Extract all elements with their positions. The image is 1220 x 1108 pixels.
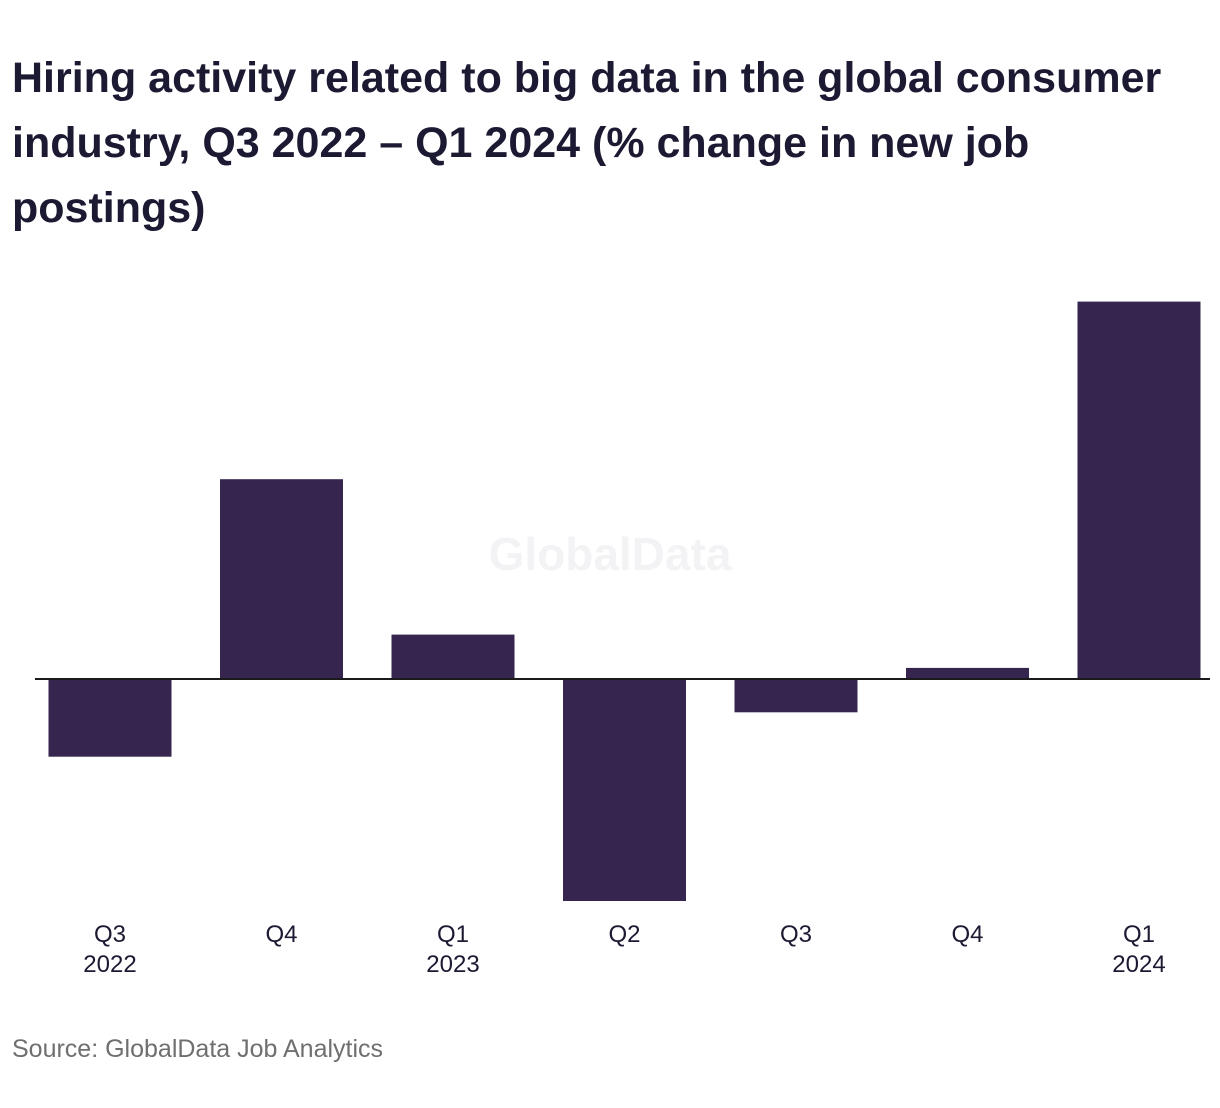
x-tick-label-line: Q3 [780, 921, 812, 948]
x-tick-label-line: 2024 [1112, 951, 1165, 978]
bar-5 [906, 667, 1029, 679]
source-note: Source: GlobalData Job Analytics [12, 1035, 384, 1063]
x-axis-labels: Q3 2022 Q4 Q1 2023 Q2 Q3 Q4 Q1 2024 [83, 921, 1165, 978]
x-tick-label-line: Q1 [1123, 921, 1155, 948]
x-tick-label-line: Q2 [608, 921, 640, 948]
bar-0 [48, 679, 172, 757]
x-tick-label-line: Q4 [951, 921, 983, 948]
x-tick-label-line: 2022 [83, 951, 136, 978]
bar-3 [563, 679, 686, 901]
x-tick-label-6: Q1 2024 [1112, 921, 1165, 978]
x-tick-label-line: 2023 [426, 951, 479, 978]
x-tick-label-3: Q2 [608, 921, 640, 948]
x-tick-label-0: Q3 2022 [83, 921, 136, 978]
x-tick-label-2: Q1 2023 [426, 921, 479, 978]
bar-2 [391, 634, 515, 679]
bar-1 [220, 479, 343, 679]
bar-4 [734, 679, 858, 713]
bars-group [48, 301, 1201, 901]
watermark-text: GlobalData [489, 528, 732, 580]
x-tick-label-4: Q3 [780, 921, 812, 948]
x-tick-label-line: Q4 [265, 921, 297, 948]
x-tick-label-line: Q3 [94, 921, 126, 948]
bar-6 [1077, 301, 1201, 679]
x-tick-label-1: Q4 [265, 921, 297, 948]
x-tick-label-line: Q1 [437, 921, 469, 948]
x-tick-label-5: Q4 [951, 921, 983, 948]
chart-title: Hiring activity related to big data in t… [12, 54, 1162, 232]
